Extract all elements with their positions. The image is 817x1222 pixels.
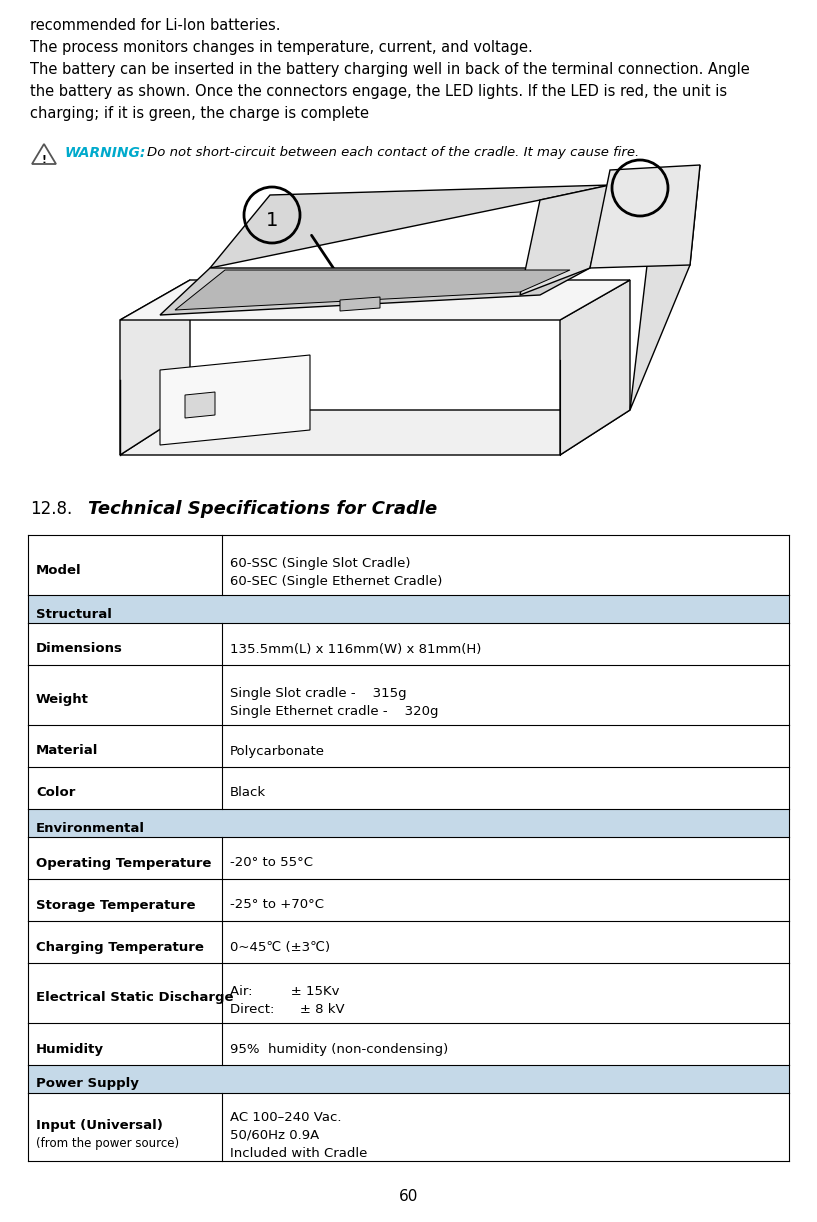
- Text: The battery can be inserted in the battery charging well in back of the terminal: The battery can be inserted in the batte…: [30, 62, 750, 77]
- Text: Material: Material: [36, 744, 98, 758]
- Bar: [28, 879, 789, 921]
- Polygon shape: [175, 270, 570, 310]
- Text: 95%  humidity (non-condensing): 95% humidity (non-condensing): [230, 1042, 449, 1056]
- Polygon shape: [560, 280, 630, 455]
- Bar: [28, 921, 789, 963]
- Text: Technical Specifications for Cradle: Technical Specifications for Cradle: [88, 500, 437, 518]
- Text: Included with Cradle: Included with Cradle: [230, 1147, 368, 1160]
- Bar: [28, 767, 789, 809]
- Text: Storage Temperature: Storage Temperature: [36, 898, 195, 912]
- Text: (from the power source): (from the power source): [36, 1136, 179, 1150]
- Bar: [28, 595, 789, 623]
- Polygon shape: [160, 356, 310, 445]
- Text: Humidity: Humidity: [36, 1042, 104, 1056]
- Bar: [28, 665, 789, 725]
- Text: Air:         ± 15Kv: Air: ± 15Kv: [230, 985, 340, 998]
- Polygon shape: [120, 411, 630, 455]
- Text: 2: 2: [634, 183, 646, 203]
- Polygon shape: [160, 268, 590, 315]
- Text: Single Slot cradle -    315g: Single Slot cradle - 315g: [230, 687, 407, 700]
- Text: 60: 60: [399, 1189, 418, 1204]
- Text: 135.5mm(L) x 116mm(W) x 81mm(H): 135.5mm(L) x 116mm(W) x 81mm(H): [230, 643, 481, 655]
- Text: Black: Black: [230, 787, 266, 799]
- Text: Do not short-circuit between each contact of the cradle. It may cause fire.: Do not short-circuit between each contac…: [147, 145, 639, 159]
- Text: 60-SSC (Single Slot Cradle): 60-SSC (Single Slot Cradle): [230, 557, 411, 569]
- Text: charging; if it is green, the charge is complete: charging; if it is green, the charge is …: [30, 106, 369, 121]
- Text: Single Ethernet cradle -    320g: Single Ethernet cradle - 320g: [230, 705, 439, 719]
- Bar: [28, 809, 789, 837]
- Text: !: !: [42, 155, 47, 165]
- Text: 1: 1: [266, 210, 278, 230]
- Polygon shape: [590, 165, 700, 268]
- Bar: [28, 725, 789, 767]
- Text: Operating Temperature: Operating Temperature: [36, 857, 212, 870]
- Polygon shape: [520, 185, 610, 295]
- Text: -20° to 55°C: -20° to 55°C: [230, 857, 313, 870]
- Polygon shape: [210, 185, 610, 268]
- Bar: [28, 837, 789, 879]
- Bar: [28, 963, 789, 1023]
- Text: Structural: Structural: [36, 607, 112, 621]
- Polygon shape: [120, 280, 630, 320]
- Text: 12.8.: 12.8.: [30, 500, 72, 518]
- Text: Environmental: Environmental: [36, 821, 145, 835]
- Bar: [28, 1066, 789, 1092]
- Polygon shape: [185, 392, 215, 418]
- Text: Input (Universal): Input (Universal): [36, 1119, 163, 1132]
- Text: the battery as shown. Once the connectors engage, the LED lights. If the LED is : the battery as shown. Once the connector…: [30, 84, 727, 99]
- Text: -25° to +70°C: -25° to +70°C: [230, 898, 324, 912]
- Polygon shape: [120, 280, 190, 455]
- Text: Direct:      ± 8 kV: Direct: ± 8 kV: [230, 1003, 345, 1015]
- Polygon shape: [340, 297, 380, 312]
- Text: Power Supply: Power Supply: [36, 1078, 139, 1090]
- Bar: [28, 535, 789, 595]
- Text: 50/60Hz 0.9A: 50/60Hz 0.9A: [230, 1129, 319, 1143]
- Text: 0~45℃ (±3℃): 0~45℃ (±3℃): [230, 941, 330, 953]
- Polygon shape: [630, 165, 700, 411]
- Text: 60-SEC (Single Ethernet Cradle): 60-SEC (Single Ethernet Cradle): [230, 576, 443, 588]
- Text: AC 100–240 Vac.: AC 100–240 Vac.: [230, 1111, 342, 1124]
- Text: recommended for Li-Ion batteries.: recommended for Li-Ion batteries.: [30, 18, 280, 33]
- Bar: [28, 1023, 789, 1066]
- Text: Model: Model: [36, 563, 82, 577]
- Bar: [28, 1092, 789, 1161]
- Text: The process monitors changes in temperature, current, and voltage.: The process monitors changes in temperat…: [30, 40, 533, 55]
- Bar: [28, 623, 789, 665]
- Text: Color: Color: [36, 787, 75, 799]
- Text: Charging Temperature: Charging Temperature: [36, 941, 204, 953]
- Text: Electrical Static Discharge: Electrical Static Discharge: [36, 991, 234, 1004]
- Text: Weight: Weight: [36, 694, 89, 706]
- Text: Polycarbonate: Polycarbonate: [230, 744, 325, 758]
- Text: Dimensions: Dimensions: [36, 643, 123, 655]
- Text: WARNING:: WARNING:: [65, 145, 146, 160]
